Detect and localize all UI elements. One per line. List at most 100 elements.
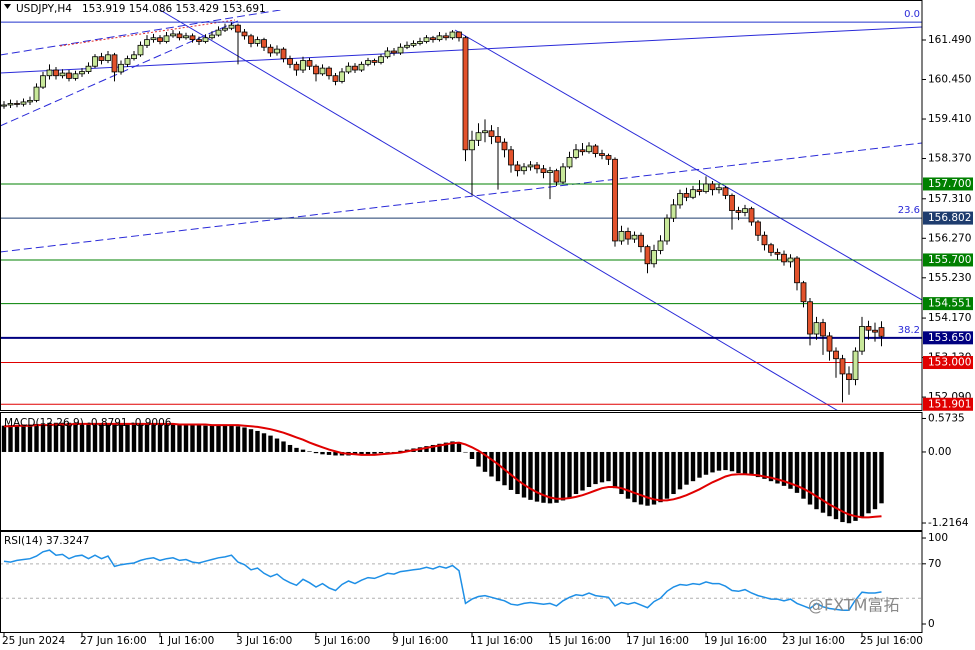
- macd-bar: [242, 427, 247, 452]
- macd-bar: [469, 451, 475, 459]
- candle-body: [228, 24, 235, 29]
- macd-bar: [684, 451, 689, 485]
- x-tick-label: 15 Jul 16:00: [548, 635, 611, 647]
- candle-body: [183, 35, 189, 39]
- candle-body: [261, 39, 267, 48]
- candle-body: [384, 50, 391, 58]
- trend-line: [0, 142, 922, 253]
- trend-line: [0, 26, 922, 74]
- candle-body: [579, 149, 586, 153]
- macd-bar: [632, 451, 637, 503]
- macd-bar: [229, 425, 234, 452]
- candle-body: [878, 327, 885, 337]
- y-tick-label: 155.230: [928, 272, 971, 284]
- macd-bar: [814, 451, 819, 510]
- candle-body: [631, 234, 638, 240]
- level-label: 156.802: [928, 212, 971, 224]
- level-label: 153.650: [928, 332, 971, 344]
- candle-body: [7, 103, 14, 106]
- candle-body: [14, 103, 20, 105]
- y-tick-label: 159.410: [928, 113, 971, 125]
- candle-body: [332, 75, 339, 82]
- candle-body: [345, 65, 352, 73]
- candle-body: [436, 35, 443, 41]
- macd-bar: [710, 451, 715, 473]
- candle-body: [664, 217, 670, 242]
- level-label: 157.700: [928, 178, 971, 190]
- candle-body: [560, 166, 566, 183]
- macd-bar: [515, 451, 520, 495]
- rsi-title: RSI(14) 37.3247: [4, 535, 89, 547]
- macd-bar: [840, 451, 845, 523]
- trend-lines: [0, 10, 922, 410]
- candle-body: [443, 35, 449, 39]
- candle-body: [27, 100, 33, 103]
- candle-body: [761, 234, 768, 246]
- candle-body: [781, 253, 787, 263]
- candle-body: [105, 54, 111, 61]
- candle-body: [813, 322, 820, 335]
- macd-bar: [606, 451, 611, 482]
- macd-bar: [736, 451, 741, 473]
- macd-bar: [781, 451, 787, 486]
- macd-bar: [573, 451, 579, 495]
- level-label: 154.551: [928, 298, 971, 310]
- candle-body: [456, 31, 462, 39]
- candle-body: [534, 164, 540, 170]
- x-tick-label: 3 Jul 16:00: [236, 635, 292, 647]
- candle-body: [573, 149, 579, 158]
- macd-bar: [586, 451, 592, 488]
- macd-panel: [1, 422, 884, 524]
- macd-bar: [560, 451, 566, 501]
- macd-bar: [99, 423, 104, 452]
- macd-bar: [807, 451, 813, 505]
- macd-bar: [456, 442, 462, 452]
- macd-bar: [495, 451, 501, 482]
- candle-body: [319, 67, 326, 75]
- candle-body: [625, 231, 631, 240]
- candle-body: [267, 46, 274, 54]
- macd-bar: [40, 423, 46, 452]
- menu-icon[interactable]: [4, 4, 11, 9]
- macd-bar: [21, 424, 26, 452]
- candle-body: [501, 141, 508, 151]
- candle-body: [670, 204, 677, 219]
- macd-bar: [326, 451, 332, 455]
- x-tick-label: 1 Jul 16:00: [158, 635, 214, 647]
- fib-label: 23.6: [898, 205, 920, 216]
- macd-bar: [593, 451, 598, 485]
- trend-line: [0, 19, 241, 127]
- candle-body: [449, 31, 456, 39]
- x-tick-label: 9 Jul 16:00: [392, 635, 448, 647]
- candle-body: [553, 170, 560, 183]
- candle-body: [612, 158, 618, 242]
- candle-body: [657, 240, 664, 251]
- macd-bar: [320, 451, 325, 455]
- candle-body: [774, 251, 781, 255]
- candle-body: [189, 35, 196, 41]
- macd-bar: [177, 424, 182, 452]
- y-tick-label: 156.270: [928, 232, 971, 244]
- macd-bar: [131, 424, 137, 452]
- macd-bar: [463, 451, 468, 453]
- candle-body: [326, 67, 332, 77]
- macd-bar: [294, 447, 299, 452]
- macd-bar: [112, 424, 117, 452]
- trend-line: [0, 10, 284, 56]
- candle-body: [722, 187, 729, 196]
- candle-body: [755, 221, 761, 236]
- macd-bar: [723, 451, 728, 471]
- candle-body: [397, 46, 404, 54]
- candle-body: [677, 193, 683, 206]
- channel-line: [159, 10, 838, 410]
- macd-bar: [827, 451, 832, 517]
- macd-bar: [599, 451, 605, 483]
- fib-label: 38.2: [898, 325, 920, 336]
- macd-bar: [118, 424, 124, 452]
- macd-bar: [749, 451, 754, 476]
- macd-bar: [27, 424, 33, 452]
- macd-bar: [729, 451, 735, 472]
- candle-body: [527, 164, 534, 168]
- x-tick-label: 25 Jul 16:00: [860, 635, 923, 647]
